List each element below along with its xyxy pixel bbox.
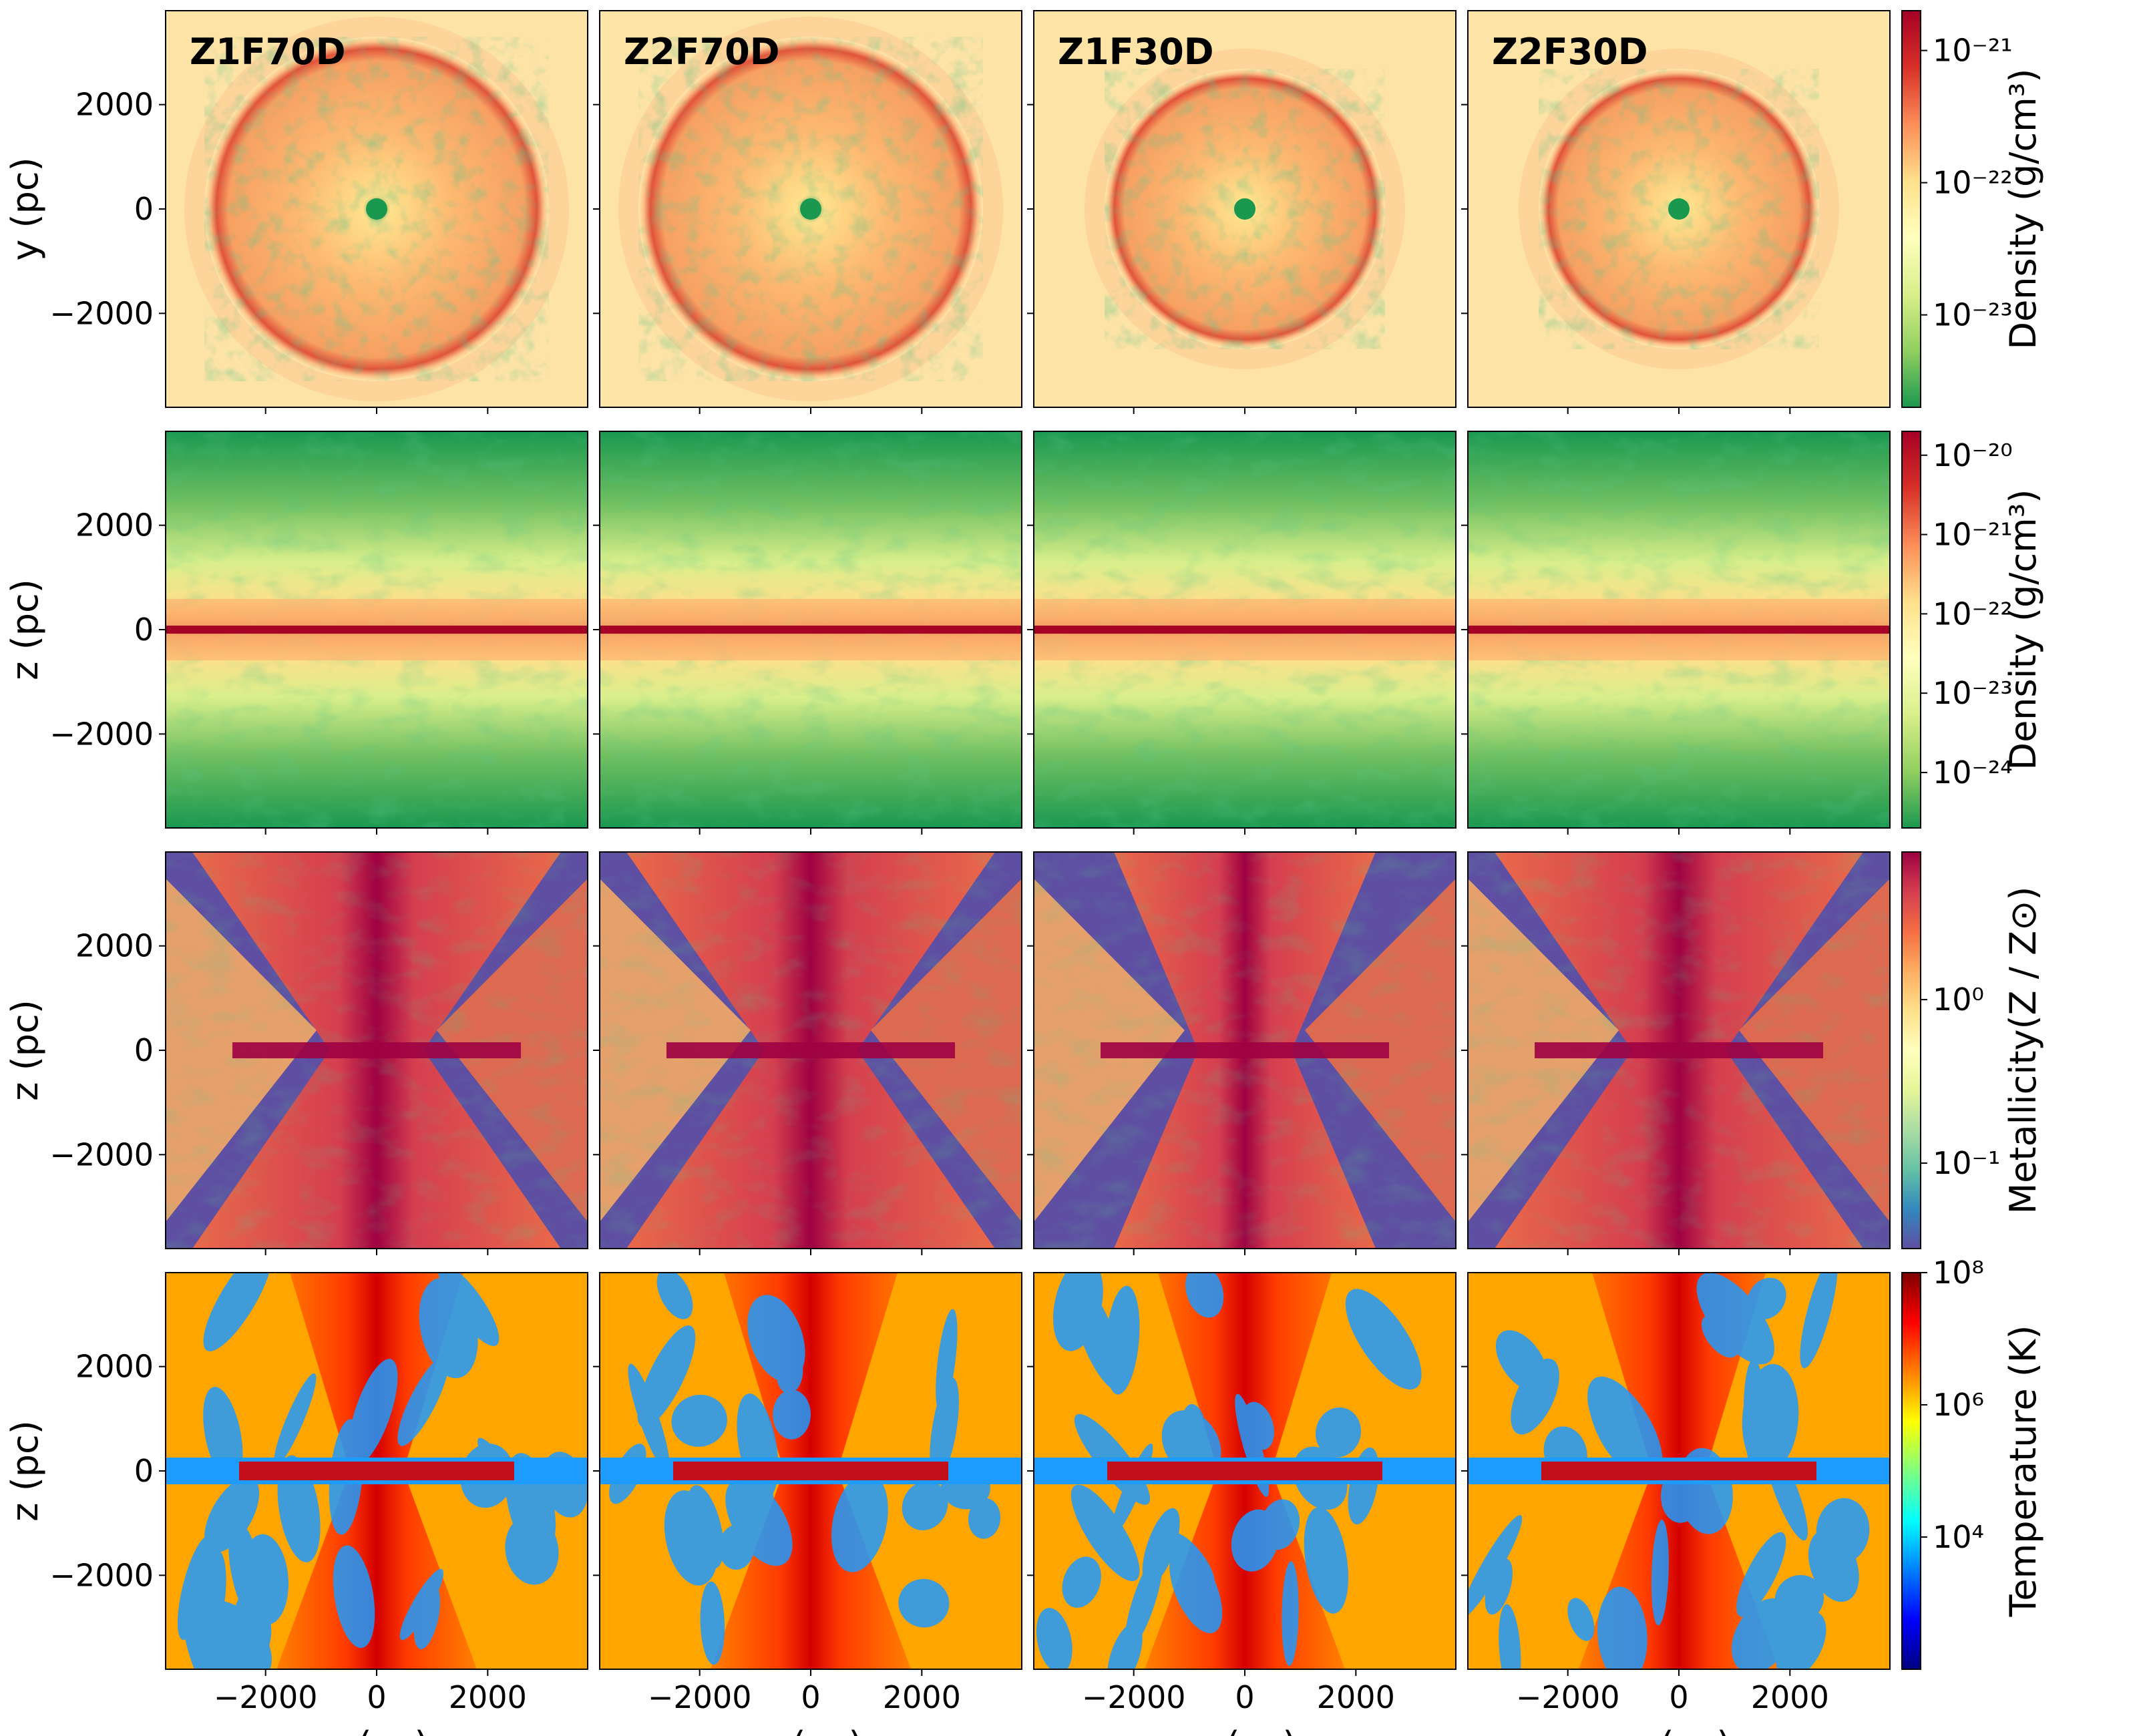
x-axis-label: x (pc) (759, 1724, 862, 1736)
y-tick-label: 0 (134, 191, 154, 227)
heatmap-panel-r3-c2 (600, 852, 1022, 1249)
colorbar-tick-label: 10⁰ (1933, 982, 1984, 1018)
y-tick-label: 0 (134, 612, 154, 648)
x-tick-label: −2000 (214, 1679, 318, 1715)
colorbar-tick-label: 10⁻²² (1933, 165, 2013, 201)
colorbar-tick-label: 10⁻²² (1933, 596, 2013, 632)
x-axis-label: x (pc) (1193, 1724, 1296, 1736)
midplane-metals (666, 1042, 955, 1058)
heatmap-panel-r4-c3 (1034, 1273, 1456, 1669)
panel-title: Z2F30D (1492, 31, 1648, 73)
disk-center (1668, 198, 1690, 220)
midplane (1034, 626, 1456, 634)
y-tick-label: 0 (134, 1453, 154, 1489)
heatmap-panel-r1-c4 (1468, 11, 1890, 407)
heatmap-panel-r2-c4 (1468, 431, 1890, 828)
colorbar-tick-label: 10⁻²¹ (1933, 33, 2013, 69)
colorbar-label: Density (g/cm³) (2002, 489, 2044, 770)
heatmap-panel-r4-c2 (600, 1273, 1022, 1669)
y-axis-label: z (pc) (4, 579, 46, 680)
heatmap-panel-r2-c1 (166, 431, 588, 828)
heatmap-panel-r1-c3 (1034, 11, 1456, 407)
midplane-metals (1535, 1042, 1823, 1058)
y-tick-label: 2000 (75, 1349, 154, 1385)
x-tick-label: 2000 (883, 1679, 961, 1715)
heatmap-panel-r2-c3 (1034, 431, 1456, 828)
axes-layer: 2000 0 −2000 Z1F70D Z2F70D Z1F30D Z2F30D y (pc)… (4, 10, 1891, 1736)
heatmap-panel-r4-c1 (166, 1273, 588, 1669)
panel-title: Z2F70D (624, 31, 780, 73)
x-tick-label: −2000 (1516, 1679, 1620, 1715)
y-tick-label: 2000 (75, 928, 154, 964)
heatmap-panel-r3-c1 (166, 852, 588, 1249)
colorbar (1901, 1272, 1921, 1670)
colorbar-tick-label: 10⁻¹ (1933, 1145, 2000, 1181)
y-axis-label: y (pc) (4, 157, 46, 260)
heatmap-panel-r4-c4 (1468, 1273, 1890, 1669)
panels-layer (166, 11, 1890, 1669)
x-tick-label: 2000 (1751, 1679, 1829, 1715)
y-axis-label: z (pc) (4, 1420, 46, 1522)
colorbar-tick-label: 10⁻²⁰ (1933, 437, 2013, 473)
colorbar (1901, 10, 1921, 408)
colorbar-label: Metallicity(Z / Z⊙) (2002, 887, 2044, 1215)
x-tick-label: 0 (367, 1679, 386, 1715)
colorbar-tick-label: 10⁴ (1933, 1519, 1984, 1555)
y-tick-label: −2000 (49, 1136, 154, 1172)
y-tick-label: 0 (134, 1032, 154, 1068)
midplane (600, 626, 1022, 634)
colorbar (1901, 851, 1921, 1249)
midplane-metals (232, 1042, 521, 1058)
cold-gas-filaments (177, 1273, 588, 1669)
heatmap-panel-r2-c2 (600, 431, 1022, 828)
colorbar (1901, 431, 1921, 829)
colorbar-label: Temperature (K) (2002, 1325, 2044, 1618)
y-axis-label: z (pc) (4, 1000, 46, 1101)
cold-gas-filaments (609, 1273, 1001, 1665)
x-tick-label: 0 (801, 1679, 820, 1715)
colorbar-label: Density (g/cm³) (2002, 68, 2044, 349)
midplane-metals (1101, 1042, 1389, 1058)
panel-title: Z1F30D (1058, 31, 1214, 73)
x-tick-label: −2000 (648, 1679, 752, 1715)
panel-title: Z1F70D (190, 31, 346, 73)
midplane (166, 626, 588, 634)
cold-gas-filaments (1036, 1273, 1422, 1669)
x-tick-label: 0 (1669, 1679, 1688, 1715)
disk-center (366, 198, 387, 220)
x-axis-label: x (pc) (1627, 1724, 1730, 1736)
y-tick-label: 2000 (75, 87, 154, 123)
disk-center (800, 198, 821, 220)
heatmap-panel-r1-c1 (166, 11, 588, 407)
colorbar-tick-label: 10⁻²¹ (1933, 517, 2013, 553)
colorbar-tick-label: 10⁻²³ (1933, 297, 2013, 333)
y-tick-label: −2000 (49, 1557, 154, 1593)
x-axis-label: x (pc) (325, 1724, 428, 1736)
y-tick-label: −2000 (49, 295, 154, 331)
colorbar-tick-label: 10⁶ (1933, 1387, 1984, 1423)
y-tick-label: 2000 (75, 507, 154, 544)
colorbar-tick-label: 10⁻²³ (1933, 675, 2013, 711)
x-tick-label: 2000 (1317, 1679, 1395, 1715)
colorbar-tick-label: 10⁻²⁴ (1933, 754, 2013, 791)
colorbar-tick-label: 10⁸ (1933, 1255, 1984, 1291)
hot-midplane-bubbles (239, 1462, 514, 1480)
x-tick-label: 0 (1235, 1679, 1254, 1715)
midplane (1468, 626, 1890, 634)
y-tick-label: −2000 (49, 716, 154, 752)
x-tick-label: −2000 (1082, 1679, 1186, 1715)
disk-center (1234, 198, 1255, 220)
hot-midplane-bubbles (673, 1462, 948, 1480)
heatmap-panel-r3-c4 (1468, 852, 1890, 1249)
x-tick-label: 2000 (449, 1679, 527, 1715)
hot-midplane-bubbles (1107, 1462, 1382, 1480)
hot-midplane-bubbles (1541, 1462, 1816, 1480)
heatmap-panel-r3-c3 (1034, 852, 1456, 1249)
heatmap-panel-r1-c2 (600, 11, 1022, 407)
